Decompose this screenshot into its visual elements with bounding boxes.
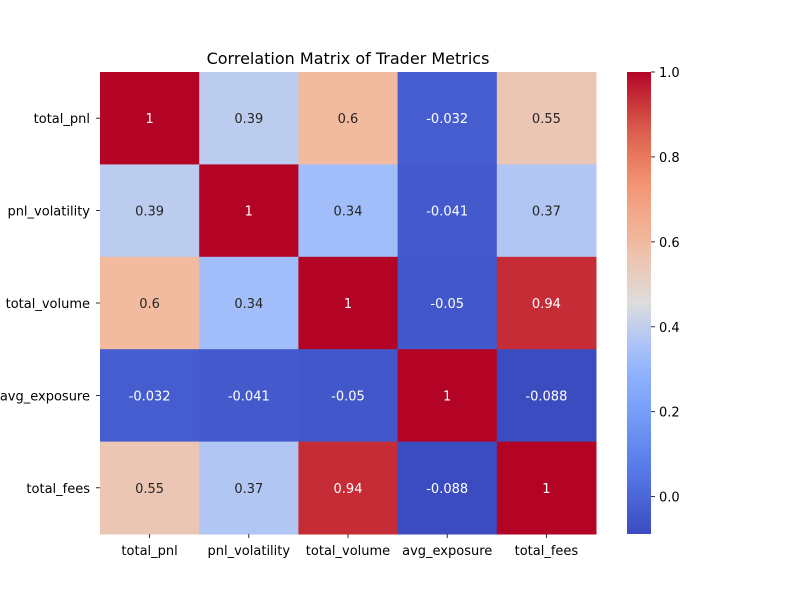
colorbar-tick-label: 0.0 — [659, 491, 680, 506]
heatmap-cell — [199, 256, 299, 350]
cell-value-label: -0.041 — [426, 205, 468, 220]
heatmap-cell — [100, 72, 200, 165]
cell-value-label: 0.55 — [532, 112, 561, 127]
colorbar-gradient — [627, 72, 651, 534]
heatmap-cell — [199, 349, 299, 443]
cell-value-label: 0.37 — [234, 482, 263, 497]
x-tick-label: avg_exposure — [402, 544, 492, 559]
heatmap-cell — [397, 349, 498, 443]
heatmap-cell — [496, 349, 597, 443]
y-tick-label: total_fees — [26, 482, 90, 497]
heatmap-cell — [100, 349, 200, 443]
heatmap-cell — [397, 256, 498, 350]
cell-value-label: 0.6 — [139, 297, 160, 312]
colorbar-tick-label: 1.0 — [659, 66, 680, 81]
heatmap-cell — [298, 72, 399, 165]
colorbar: 0.0 0.2 0.4 0.6 0.8 1.0 — [627, 66, 680, 534]
x-tick-label: total_pnl — [121, 544, 177, 559]
heatmap-cell — [199, 164, 299, 258]
colorbar-tick-label: 0.4 — [659, 321, 680, 336]
heatmap-cell — [496, 256, 597, 350]
x-axis-ticks: total_pnl pnl_volatility total_volume avg_e… — [121, 534, 578, 559]
heatmap-cell — [496, 164, 597, 258]
heatmap-cell — [199, 441, 299, 535]
y-axis-ticks: total_pnl pnl_volatility total_volume avg_e… — [0, 112, 100, 497]
colorbar-tick-label: 0.8 — [659, 151, 680, 166]
heatmap-cell — [298, 441, 399, 535]
y-tick-label: total_volume — [6, 297, 90, 312]
cell-value-label: -0.032 — [129, 389, 171, 404]
heatmap-cell — [298, 349, 399, 443]
heatmap-cell — [397, 441, 498, 535]
cell-value-label: 1 — [145, 112, 153, 127]
cell-value-label: 0.39 — [135, 205, 164, 220]
cell-value-label: -0.041 — [228, 389, 270, 404]
y-tick-label: pnl_volatility — [7, 205, 90, 220]
x-tick-label: total_volume — [306, 544, 390, 559]
cell-value-label: 0.37 — [532, 205, 561, 220]
cell-value-label: 0.55 — [135, 482, 164, 497]
cell-value-label: -0.05 — [331, 389, 365, 404]
colorbar-tick-label: 0.6 — [659, 236, 680, 251]
cell-value-label: -0.088 — [426, 482, 468, 497]
heatmap-cell — [397, 164, 498, 258]
heatmap-cell — [397, 72, 498, 165]
heatmap-cells: 1 0.39 0.6 -0.032 0.55 0.39 1 0.34 -0.041 0.37 0.6… — [100, 72, 597, 535]
heatmap-cell — [100, 164, 200, 258]
cell-value-label: 1 — [344, 297, 352, 312]
cell-value-label: 1 — [443, 389, 451, 404]
cell-value-label: 0.34 — [234, 297, 263, 312]
heatmap-cell — [496, 441, 597, 535]
heatmap-cell — [298, 256, 399, 350]
heatmap-cell — [100, 441, 200, 535]
x-tick-label: total_fees — [515, 544, 579, 559]
cell-value-label: 1 — [542, 482, 550, 497]
cell-value-label: 0.94 — [532, 297, 561, 312]
heatmap-cell — [298, 164, 399, 258]
cell-value-label: 0.34 — [334, 205, 363, 220]
colorbar-tick-label: 0.2 — [659, 406, 680, 421]
cell-value-label: 1 — [245, 205, 253, 220]
chart-title: Correlation Matrix of Trader Metrics — [207, 49, 490, 68]
cell-value-label: -0.05 — [430, 297, 464, 312]
heatmap-cell — [199, 72, 299, 165]
cell-value-label: -0.032 — [426, 112, 468, 127]
heatmap-cell — [496, 72, 597, 165]
y-tick-label: avg_exposure — [0, 389, 90, 404]
x-tick-label: pnl_volatility — [208, 544, 291, 559]
y-tick-label: total_pnl — [34, 112, 90, 127]
cell-value-label: 0.39 — [234, 112, 263, 127]
cell-value-label: 0.6 — [338, 112, 359, 127]
cell-value-label: -0.088 — [525, 389, 567, 404]
cell-value-label: 0.94 — [334, 482, 363, 497]
heatmap-cell — [100, 256, 200, 350]
